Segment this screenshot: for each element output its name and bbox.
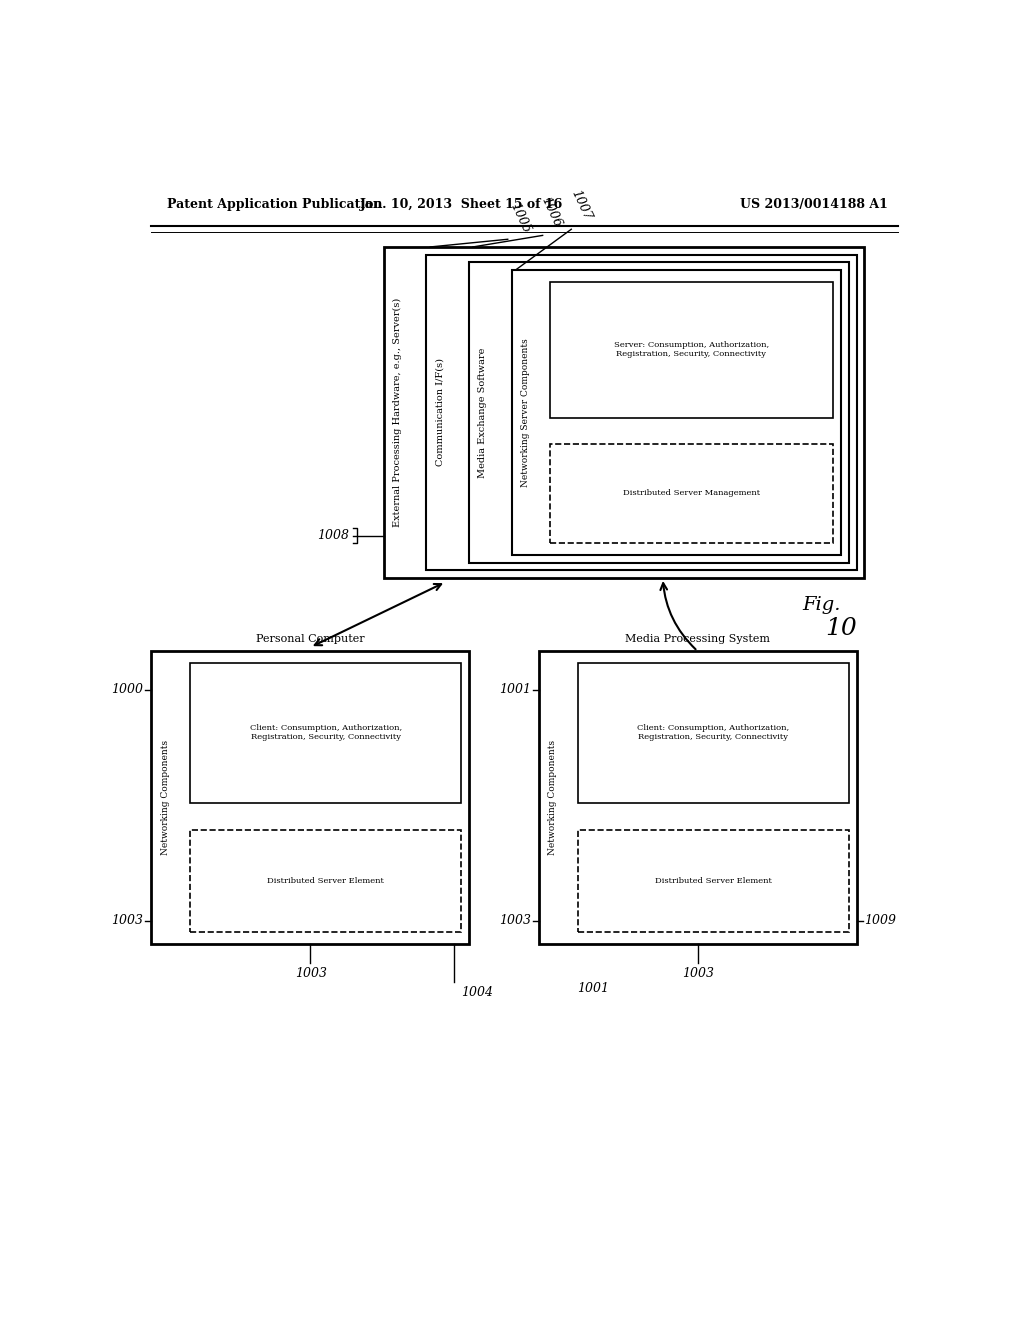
Bar xyxy=(550,281,834,418)
Text: 1001: 1001 xyxy=(499,684,531,696)
Text: Distributed Server Element: Distributed Server Element xyxy=(267,876,384,884)
Text: 1003: 1003 xyxy=(295,966,327,979)
Text: Media Processing System: Media Processing System xyxy=(625,634,770,644)
Text: 1003: 1003 xyxy=(682,966,714,979)
Bar xyxy=(426,255,856,570)
Text: Client: Consumption, Authorization,
Registration, Security, Connectivity: Client: Consumption, Authorization, Regi… xyxy=(250,725,401,742)
Text: Communication I/F(s): Communication I/F(s) xyxy=(436,359,444,466)
Text: 1007: 1007 xyxy=(568,187,594,222)
Text: 1009: 1009 xyxy=(864,915,896,927)
Bar xyxy=(512,271,841,554)
Text: 1008: 1008 xyxy=(316,529,349,543)
Bar xyxy=(539,651,856,944)
Bar xyxy=(152,651,469,944)
Text: Networking Components: Networking Components xyxy=(548,741,557,855)
Bar xyxy=(578,663,849,803)
Bar xyxy=(469,263,849,562)
Bar xyxy=(384,247,864,578)
Text: Networking Components: Networking Components xyxy=(161,741,170,855)
Bar xyxy=(190,830,461,932)
Bar xyxy=(550,444,834,544)
Text: External Processing Hardware, e.g., Server(s): External Processing Hardware, e.g., Serv… xyxy=(393,298,402,527)
Text: US 2013/0014188 A1: US 2013/0014188 A1 xyxy=(739,198,888,211)
Text: Client: Consumption, Authorization,
Registration, Security, Connectivity: Client: Consumption, Authorization, Regi… xyxy=(637,725,790,742)
Text: 1001: 1001 xyxy=(578,982,609,995)
Text: Patent Application Publication: Patent Application Publication xyxy=(167,198,382,211)
Text: Personal Computer: Personal Computer xyxy=(256,634,365,644)
Text: Distributed Server Management: Distributed Server Management xyxy=(623,490,760,498)
Bar xyxy=(578,830,849,932)
Text: 1004: 1004 xyxy=(461,986,494,999)
Text: 1006: 1006 xyxy=(539,195,564,230)
Text: 1005: 1005 xyxy=(508,201,534,235)
Text: 1003: 1003 xyxy=(499,915,531,927)
Text: Jan. 10, 2013  Sheet 15 of 16: Jan. 10, 2013 Sheet 15 of 16 xyxy=(359,198,563,211)
Text: Fig.: Fig. xyxy=(802,597,841,614)
Text: 1003: 1003 xyxy=(112,915,143,927)
Bar xyxy=(190,663,461,803)
Text: Server: Consumption, Authorization,
Registration, Security, Connectivity: Server: Consumption, Authorization, Regi… xyxy=(613,341,769,358)
Text: Networking Server Components: Networking Server Components xyxy=(521,338,530,487)
Text: 1000: 1000 xyxy=(112,684,143,696)
Text: Media Exchange Software: Media Exchange Software xyxy=(478,347,487,478)
Text: Distributed Server Element: Distributed Server Element xyxy=(654,876,771,884)
Text: 10: 10 xyxy=(825,616,857,640)
